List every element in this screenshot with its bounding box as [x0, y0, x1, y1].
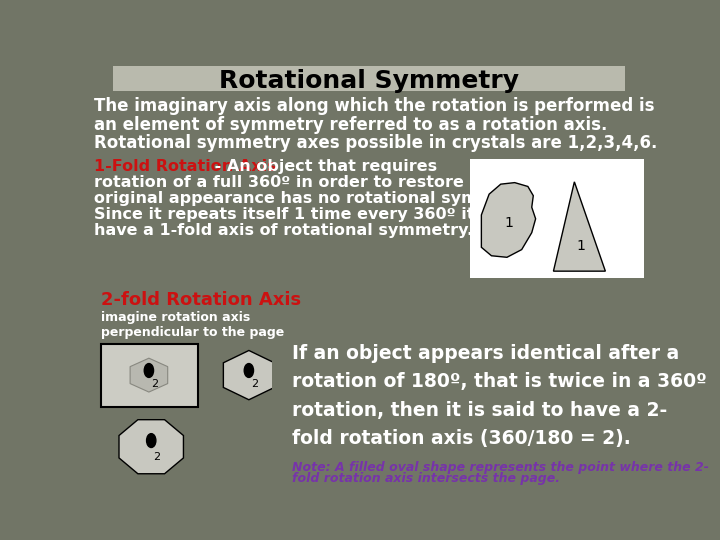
Text: 2: 2	[251, 379, 258, 389]
Text: fold rotation axis intersects the page.: fold rotation axis intersects the page.	[292, 472, 559, 485]
Text: 2: 2	[150, 379, 158, 389]
Text: rotation of a full 360º in order to restore it to its: rotation of a full 360º in order to rest…	[94, 175, 536, 190]
Text: have a 1-fold axis of rotational symmetry.: have a 1-fold axis of rotational symmetr…	[94, 224, 473, 239]
Polygon shape	[130, 358, 168, 392]
Ellipse shape	[244, 363, 253, 377]
Text: - An object that requires: - An object that requires	[209, 159, 437, 174]
Text: 2-fold Rotation Axis: 2-fold Rotation Axis	[101, 291, 301, 309]
Text: Note: A filled oval shape represents the point where the 2-: Note: A filled oval shape represents the…	[292, 461, 708, 474]
Text: imagine rotation axis
perpendicular to the page: imagine rotation axis perpendicular to t…	[101, 311, 284, 339]
Polygon shape	[223, 350, 274, 400]
Text: rotation, then it is said to have a 2-: rotation, then it is said to have a 2-	[292, 401, 667, 420]
Polygon shape	[554, 182, 606, 271]
Text: Since it repeats itself 1 time every 360º it is said to: Since it repeats itself 1 time every 360…	[94, 207, 562, 222]
Text: The imaginary axis along which the rotation is performed is: The imaginary axis along which the rotat…	[94, 97, 654, 115]
Polygon shape	[482, 183, 536, 257]
Ellipse shape	[147, 434, 156, 448]
Text: an element of symmetry referred to as a rotation axis.: an element of symmetry referred to as a …	[94, 116, 607, 133]
Text: rotation of 180º, that is twice in a 360º: rotation of 180º, that is twice in a 360…	[292, 372, 706, 391]
Text: Rotational Symmetry: Rotational Symmetry	[219, 69, 519, 93]
Ellipse shape	[144, 363, 153, 377]
Text: 2: 2	[153, 453, 161, 462]
Bar	[469, 159, 644, 278]
Text: fold rotation axis (360/180 = 2).: fold rotation axis (360/180 = 2).	[292, 429, 630, 448]
Text: 1-Fold Rotation Axis: 1-Fold Rotation Axis	[94, 159, 276, 174]
Text: Rotational symmetry axes possible in crystals are 1,2,3,4,6.: Rotational symmetry axes possible in cry…	[94, 134, 657, 152]
FancyBboxPatch shape	[113, 66, 625, 91]
Text: original appearance has no rotational symmetry.: original appearance has no rotational sy…	[94, 191, 536, 206]
Text: If an object appears identical after a: If an object appears identical after a	[292, 343, 679, 362]
Text: 1: 1	[505, 215, 513, 230]
Text: 1: 1	[576, 239, 585, 253]
Bar	[101, 343, 198, 407]
Polygon shape	[119, 420, 184, 474]
